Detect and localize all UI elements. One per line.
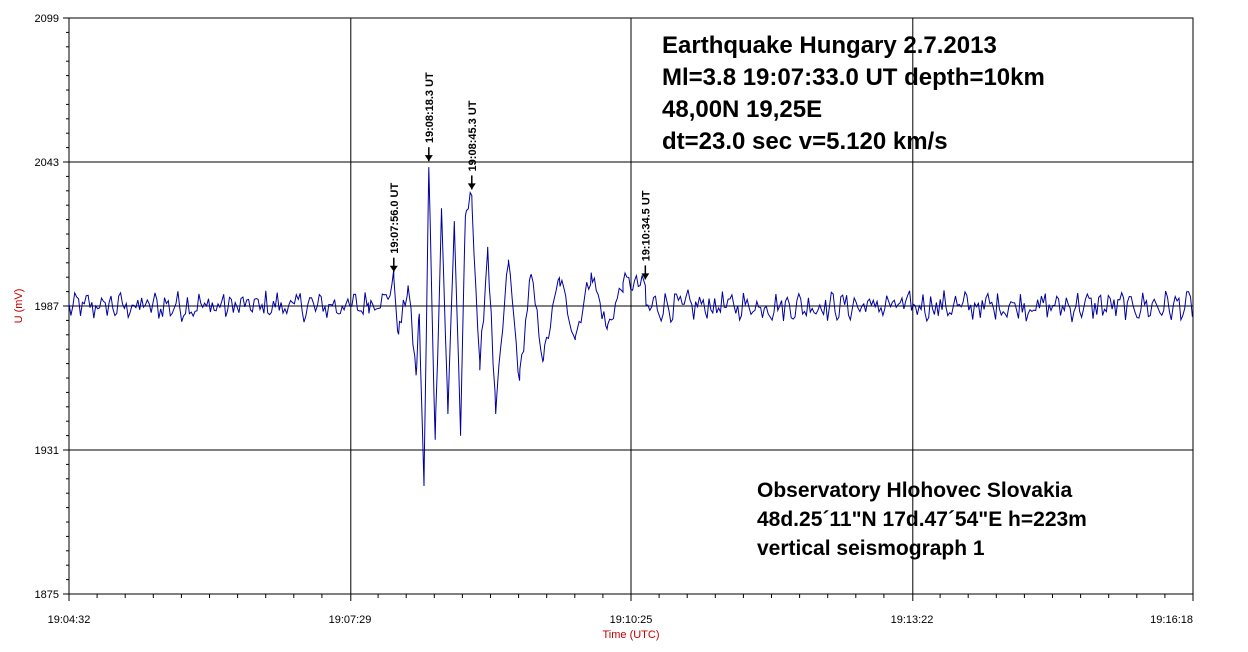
event-dt-velocity: dt=23.0 sec v=5.120 km/s [662, 128, 948, 155]
arrival-label: 19:10:34.5 UT [640, 190, 652, 261]
y-tick-label: 2043 [35, 157, 59, 169]
observatory-info: Observatory Hlohovec Slovakia 48d.25´11"… [757, 479, 1087, 560]
arrival-annotations: 19:07:56.0 UT 19:08:18.3 UT 19:08:45.3 UT 1… [389, 72, 652, 280]
x-tick-label: 19:13:22 [891, 614, 934, 626]
arrival-arrow-head [641, 273, 650, 280]
arrival-marker: 19:08:45.3 UT [467, 100, 479, 190]
arrival-label: 19:08:18.3 UT [424, 72, 436, 143]
y-axis: 2099 2043 1987 1931 1875 [35, 13, 59, 601]
event-info: Earthquake Hungary 2.7.2013 Ml=3.8 19:07… [662, 32, 1045, 155]
x-tick-label: 19:04:32 [48, 614, 91, 626]
arrival-marker: 19:08:18.3 UT [424, 72, 436, 162]
x-axis-title: Time (UTC) [602, 629, 659, 641]
arrival-marker: 19:10:34.5 UT [640, 190, 652, 280]
arrival-arrow-head [467, 183, 476, 190]
arrival-marker: 19:07:56.0 UT [389, 183, 401, 272]
arrival-arrow-head [424, 155, 433, 162]
minor-ticks [63, 17, 1194, 601]
arrival-label: 19:07:56.0 UT [389, 183, 401, 254]
event-coordinates: 48,00N 19,25E [662, 96, 822, 123]
x-tick-label: 19:07:29 [329, 614, 372, 626]
event-magnitude-time: Ml=3.8 19:07:33.0 UT depth=10km [662, 64, 1045, 91]
x-tick-label: 19:10:25 [610, 614, 653, 626]
seismograph-label: vertical seismograph 1 [757, 537, 985, 560]
seismogram-trace [68, 167, 1193, 487]
event-title: Earthquake Hungary 2.7.2013 [662, 32, 997, 59]
y-tick-label: 1931 [35, 445, 59, 457]
observatory-name: Observatory Hlohovec Slovakia [757, 479, 1072, 502]
y-axis-title: U (mV) [13, 289, 25, 324]
y-tick-label: 2099 [35, 13, 59, 25]
arrival-label: 19:08:45.3 UT [467, 100, 479, 171]
x-tick-label: 19:16:18 [1150, 614, 1193, 626]
observatory-coordinates: 48d.25´11"N 17d.47´54"E h=223m [757, 508, 1087, 531]
y-tick-label: 1987 [35, 301, 59, 313]
arrival-arrow-head [389, 265, 398, 272]
y-tick-label: 1875 [35, 589, 59, 601]
x-axis: 19:04:32 19:07:29 19:10:25 19:13:22 19:1… [48, 614, 1193, 626]
